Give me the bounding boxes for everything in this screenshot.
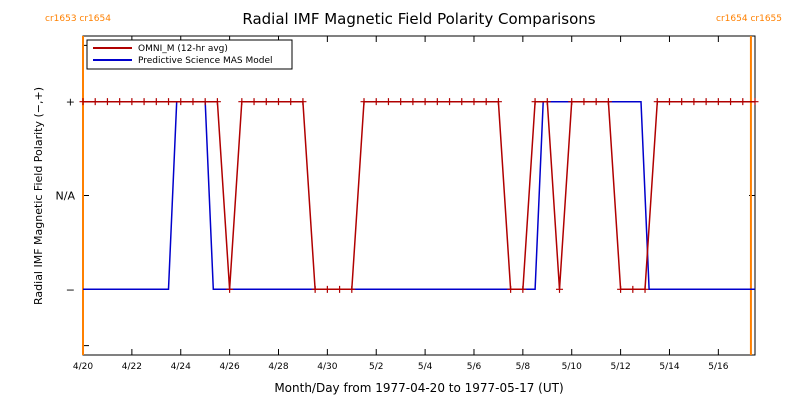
data-point	[360, 98, 368, 106]
data-point	[531, 98, 539, 106]
data-point	[165, 98, 173, 106]
data-point	[323, 285, 331, 293]
data-point	[262, 98, 270, 106]
data-point	[739, 98, 747, 106]
data-point	[592, 98, 600, 106]
carrington-label-left: cr1653 cr1654	[45, 14, 111, 24]
y-tick-label: −	[66, 283, 75, 296]
x-tick-label: 5/10	[562, 362, 582, 372]
data-point	[568, 98, 576, 106]
data-point	[470, 98, 478, 106]
x-axis-label: Month/Day from 1977-04-20 to 1977-05-17 …	[274, 381, 563, 395]
data-point	[714, 98, 722, 106]
data-point	[458, 98, 466, 106]
x-tick-label: 5/2	[369, 362, 383, 372]
x-tick-label: 5/16	[708, 362, 728, 372]
data-point	[433, 98, 441, 106]
data-point	[226, 285, 234, 293]
data-point	[543, 98, 551, 106]
data-point	[653, 98, 661, 106]
y-axis: + N/A −	[56, 44, 755, 347]
data-point	[409, 98, 417, 106]
data-point	[152, 98, 160, 106]
data-point	[446, 98, 454, 106]
data-point	[91, 98, 99, 106]
x-tick-label: 4/20	[73, 362, 93, 372]
data-point	[665, 98, 673, 106]
data-point	[201, 98, 209, 106]
data-point	[617, 285, 625, 293]
legend-label-mas: Predictive Science MAS Model	[138, 56, 273, 66]
data-point	[384, 98, 392, 106]
x-tick-label: 4/24	[171, 362, 191, 372]
series-line	[83, 100, 755, 291]
data-point	[79, 98, 87, 106]
y-tick-label: N/A	[56, 190, 76, 203]
data-point	[177, 98, 185, 106]
data-point	[629, 285, 637, 293]
data-point	[274, 98, 282, 106]
data-point	[250, 98, 258, 106]
chart-title: Radial IMF Magnetic Field Polarity Compa…	[242, 10, 595, 28]
data-point	[336, 285, 344, 293]
series-line	[83, 100, 755, 291]
data-point	[128, 98, 136, 106]
data-point	[189, 98, 197, 106]
x-tick-label: 5/14	[659, 362, 679, 372]
carrington-markers	[82, 36, 752, 355]
y-axis-label: Radial IMF Magnetic Field Polarity (−,+)	[32, 87, 45, 305]
data-point	[299, 98, 307, 106]
x-tick-label: 5/6	[467, 362, 482, 372]
data-point	[287, 98, 295, 106]
data-point	[519, 285, 527, 293]
data-point	[727, 98, 735, 106]
legend-box	[86, 39, 293, 70]
data-point	[421, 98, 429, 106]
x-tick-label: 4/28	[268, 362, 288, 372]
data-point	[641, 285, 649, 293]
data-point	[702, 98, 710, 106]
data-point	[604, 98, 612, 106]
legend: OMNI_M (12-hr avg) Predictive Science MA…	[86, 39, 293, 70]
data-point	[311, 285, 319, 293]
y-tick-label: +	[66, 96, 75, 109]
data-point	[238, 98, 246, 106]
data-point	[580, 98, 588, 106]
plot-frame	[82, 35, 756, 356]
series-layer	[79, 98, 759, 293]
data-point	[494, 98, 502, 106]
data-point	[482, 98, 490, 106]
data-point	[507, 285, 515, 293]
data-point	[372, 98, 380, 106]
carrington-label-right: cr1654 cr1655	[716, 14, 782, 24]
data-point	[140, 98, 148, 106]
data-point	[103, 98, 111, 106]
x-tick-label: 4/26	[220, 362, 240, 372]
x-tick-label: 5/8	[516, 362, 531, 372]
data-point	[751, 98, 759, 106]
data-point	[556, 285, 564, 293]
legend-label-omni: OMNI_M (12-hr avg)	[138, 44, 228, 54]
x-axis: 4/20 4/22 4/24 4/26 4/28 4/30 5/2 5/4 5/6 5/8 5/10…	[73, 36, 729, 372]
x-tick-label: 4/30	[317, 362, 337, 372]
data-point	[348, 285, 356, 293]
data-point	[213, 98, 221, 106]
x-tick-label: 5/4	[418, 362, 433, 372]
data-point	[678, 98, 686, 106]
data-point	[690, 98, 698, 106]
x-tick-label: 5/12	[610, 362, 630, 372]
data-point	[397, 98, 405, 106]
data-point	[116, 98, 124, 106]
x-tick-label: 4/22	[122, 362, 142, 372]
